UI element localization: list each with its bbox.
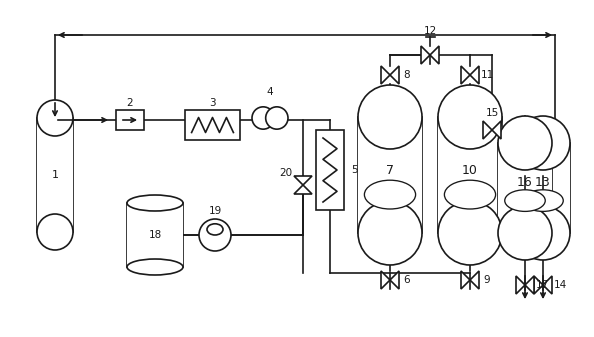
Polygon shape	[461, 66, 470, 84]
Polygon shape	[381, 271, 390, 289]
Polygon shape	[461, 271, 470, 289]
Text: 10: 10	[462, 163, 478, 177]
Ellipse shape	[498, 206, 552, 260]
Text: 13: 13	[535, 177, 551, 189]
Ellipse shape	[516, 116, 570, 170]
Bar	[438, 117, 502, 233]
Polygon shape	[516, 276, 525, 294]
Ellipse shape	[364, 180, 416, 209]
Ellipse shape	[127, 259, 183, 275]
Text: 9: 9	[484, 275, 490, 285]
Text: 4: 4	[267, 87, 273, 97]
Ellipse shape	[358, 201, 422, 265]
Bar	[358, 117, 422, 233]
Text: 15: 15	[485, 108, 498, 118]
Text: 16: 16	[517, 177, 533, 189]
Polygon shape	[390, 271, 399, 289]
Ellipse shape	[37, 100, 73, 136]
Ellipse shape	[358, 85, 422, 149]
Text: 12: 12	[424, 26, 437, 36]
Circle shape	[199, 219, 231, 251]
Circle shape	[266, 107, 288, 129]
Polygon shape	[492, 121, 501, 139]
Bar	[37, 118, 73, 232]
Bar	[127, 203, 183, 267]
Text: 6: 6	[404, 275, 410, 285]
Bar	[316, 130, 344, 210]
Text: 14: 14	[554, 280, 567, 290]
Polygon shape	[294, 185, 312, 194]
Polygon shape	[430, 46, 439, 64]
Text: 17: 17	[535, 280, 549, 290]
Ellipse shape	[498, 116, 552, 170]
Ellipse shape	[523, 190, 563, 211]
Polygon shape	[390, 66, 399, 84]
Polygon shape	[543, 276, 552, 294]
Bar	[498, 143, 552, 233]
Polygon shape	[470, 271, 479, 289]
Polygon shape	[534, 276, 543, 294]
Ellipse shape	[127, 195, 183, 211]
Text: 1: 1	[52, 170, 58, 180]
Circle shape	[252, 107, 274, 129]
Text: 7: 7	[386, 163, 394, 177]
Bar	[116, 110, 144, 130]
Polygon shape	[421, 46, 430, 64]
Text: 3: 3	[209, 98, 216, 108]
Bar	[516, 143, 570, 233]
Text: 8: 8	[404, 70, 410, 80]
Ellipse shape	[505, 190, 545, 211]
Text: 2: 2	[127, 98, 133, 108]
Text: 18: 18	[148, 230, 162, 240]
Ellipse shape	[444, 180, 495, 209]
Ellipse shape	[438, 85, 502, 149]
Polygon shape	[294, 176, 312, 185]
Text: 19: 19	[208, 206, 222, 216]
Polygon shape	[525, 276, 534, 294]
Ellipse shape	[37, 214, 73, 250]
Text: 20: 20	[279, 168, 293, 178]
Ellipse shape	[438, 201, 502, 265]
Ellipse shape	[516, 206, 570, 260]
Polygon shape	[483, 121, 492, 139]
Text: 11: 11	[481, 70, 494, 80]
Polygon shape	[381, 66, 390, 84]
Text: 5: 5	[350, 165, 358, 175]
Polygon shape	[470, 66, 479, 84]
Bar	[185, 110, 240, 140]
Ellipse shape	[207, 224, 223, 235]
